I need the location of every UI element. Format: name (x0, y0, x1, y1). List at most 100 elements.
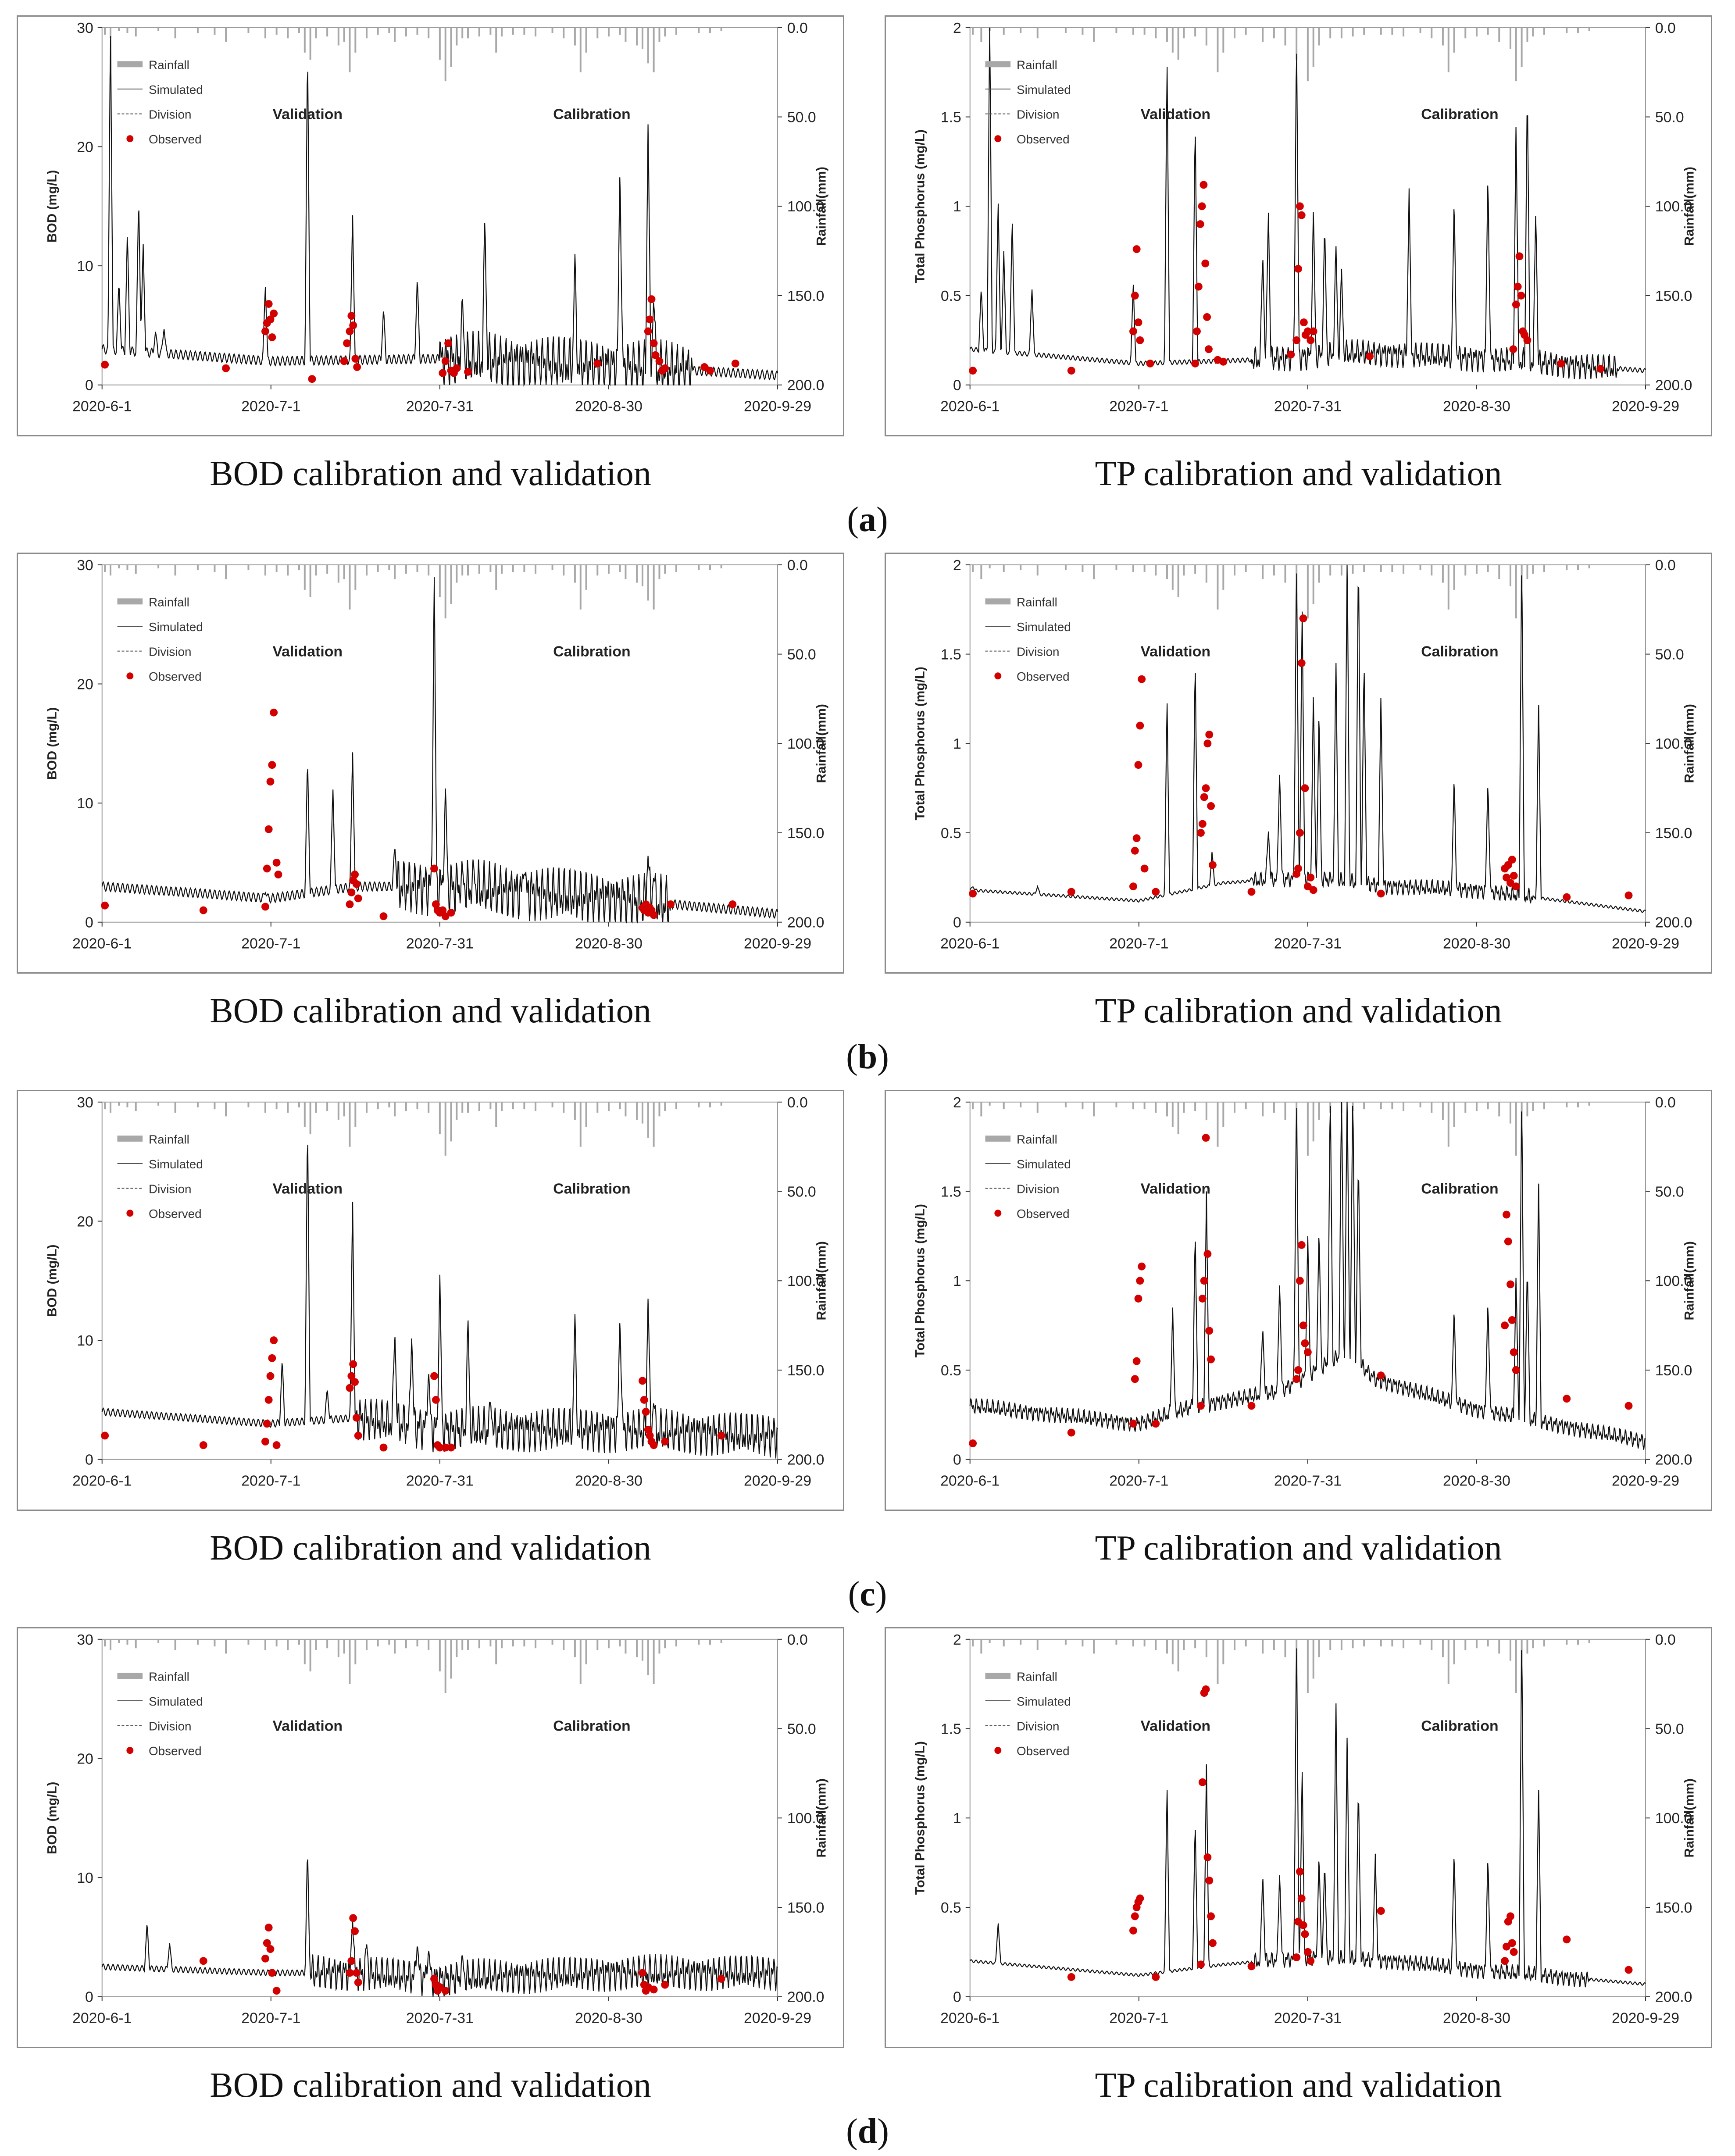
observed-point (1508, 856, 1516, 864)
legend-swatch-observed (994, 1747, 1002, 1754)
x-tick-label: 2020-6-1 (940, 935, 1000, 952)
y-tick-label: 10 (77, 1332, 93, 1349)
legend: Rainfall Simulated Division Observed (117, 595, 203, 683)
y2-tick-label: 50.0 (787, 1721, 816, 1737)
rainfall-series (104, 564, 722, 619)
observed-point (447, 909, 455, 917)
legend-label: Simulated (149, 1695, 203, 1708)
y2-axis-title: Rainfall(mm) (814, 1778, 828, 1857)
observed-point (268, 1354, 276, 1362)
legend: Rainfall Simulated Division Observed (985, 58, 1071, 146)
observed-point (1196, 220, 1204, 228)
observed-series (969, 614, 1633, 901)
observed-series (101, 295, 739, 383)
y-tick-label: 0 (953, 1989, 961, 2006)
chart-d-bod: 0 10 20 30 0.0 50.0 100.0 150.0 200.0 2020-6-1 202… (17, 1627, 844, 2048)
observed-point (1504, 1237, 1512, 1246)
observed-point (1303, 327, 1312, 336)
row-label-letter: a (859, 500, 876, 539)
observed-point (1203, 313, 1211, 321)
x-tick-label: 2020-7-31 (1274, 2010, 1342, 2026)
y2-tick-label: 150.0 (787, 1899, 825, 1916)
row-label-letter: c (860, 1575, 875, 1613)
observed-point (272, 858, 281, 867)
y-tick-label: 0.5 (941, 288, 961, 304)
x-tick-label: 2020-9-29 (744, 398, 811, 414)
chart-d-tp: 0 0.5 1 1.5 2 0.0 50.0 100.0 150.0 200.0 2020-6-1 2… (885, 1627, 1712, 2048)
observed-point (1152, 888, 1160, 896)
observed-point (351, 871, 359, 879)
caption-tp: TP calibration and validation (1095, 992, 1502, 1030)
observed-point (270, 309, 278, 318)
observed-point (1303, 882, 1312, 891)
observed-point (655, 357, 664, 365)
observed-point (1203, 739, 1212, 748)
plot-area (101, 27, 778, 386)
observed-point (1194, 282, 1203, 291)
y2-tick-label: 100.0 (1655, 1273, 1692, 1289)
observed-point (432, 1396, 440, 1404)
observed-point (1557, 359, 1565, 368)
observed-point (101, 361, 109, 369)
observed-point (268, 761, 276, 769)
observed-point (1198, 820, 1207, 828)
observed-point (1303, 1348, 1312, 1356)
observed-point (1129, 882, 1137, 891)
observed-point (1309, 327, 1317, 336)
x-tick-label: 2020-6-1 (72, 935, 132, 952)
observed-point (1508, 1939, 1516, 1947)
simulated-series (101, 1859, 778, 1997)
observed-point (1198, 202, 1206, 211)
row-label: (c) (802, 1574, 933, 1614)
x-tick-label: 2020-9-29 (1612, 1472, 1679, 1489)
legend: Rainfall Simulated Division Observed (985, 1670, 1071, 1758)
simulated-series (101, 36, 778, 387)
observed-point (1202, 1134, 1210, 1142)
y2-axis-title: Rainfall(mm) (814, 1241, 828, 1320)
annotation-validation: Validation (272, 1181, 342, 1197)
observed-point (441, 357, 450, 365)
simulated-series (969, 27, 1646, 379)
y2-axis-title: Rainfall(mm) (1682, 1778, 1696, 1857)
annotation-calibration: Calibration (553, 1181, 630, 1197)
legend-swatch-rainfall (117, 1673, 143, 1679)
chart-b-tp: 0 0.5 1 1.5 2 0.0 50.0 100.0 150.0 200.0 2020-6-1 2… (885, 553, 1712, 974)
legend-label: Division (149, 1720, 191, 1733)
rainfall-series (104, 27, 722, 82)
legend-swatch-rainfall (117, 598, 143, 605)
observed-point (1503, 1942, 1510, 1951)
observed-point (1507, 1280, 1514, 1289)
observed-point (640, 1396, 648, 1404)
observed-point (1138, 675, 1146, 683)
observed-point (646, 315, 654, 324)
legend-label: Division (149, 645, 191, 659)
y-tick-label: 30 (77, 557, 93, 574)
rainfall-series (972, 1639, 1590, 1693)
x-tick-label: 2020-8-30 (1443, 935, 1510, 952)
observed-point (1510, 1348, 1518, 1356)
observed-point (1197, 1960, 1205, 1969)
y2-tick-label: 100.0 (1655, 198, 1692, 215)
observed-point (270, 708, 278, 717)
y-tick-label: 0 (85, 1452, 93, 1468)
observed-point (731, 359, 739, 368)
legend-label: Observed (1017, 1207, 1070, 1221)
chart-b-bod: 0 10 20 30 0.0 50.0 100.0 150.0 200.0 2020-6-1 202… (17, 553, 844, 974)
x-tick-label: 2020-6-1 (72, 2010, 132, 2026)
caption-bod: BOD calibration and validation (210, 454, 651, 493)
caption-tp: TP calibration and validation (1095, 2066, 1502, 2105)
observed-point (1287, 350, 1295, 359)
y2-tick-label: 200.0 (1655, 1989, 1692, 2006)
observed-point (717, 1431, 725, 1440)
annotation-calibration: Calibration (553, 643, 630, 660)
observed-point (453, 364, 461, 372)
y-tick-label: 20 (77, 1750, 93, 1767)
y2-tick-label: 0.0 (787, 20, 808, 36)
rainfall-series (104, 1102, 722, 1156)
observed-point (101, 1431, 109, 1440)
y-axis-title: BOD (mg/L) (45, 1245, 59, 1317)
caption-tp: TP calibration and validation (1095, 1529, 1502, 1567)
observed-point (346, 327, 354, 336)
annotation-calibration: Calibration (1421, 1718, 1498, 1735)
